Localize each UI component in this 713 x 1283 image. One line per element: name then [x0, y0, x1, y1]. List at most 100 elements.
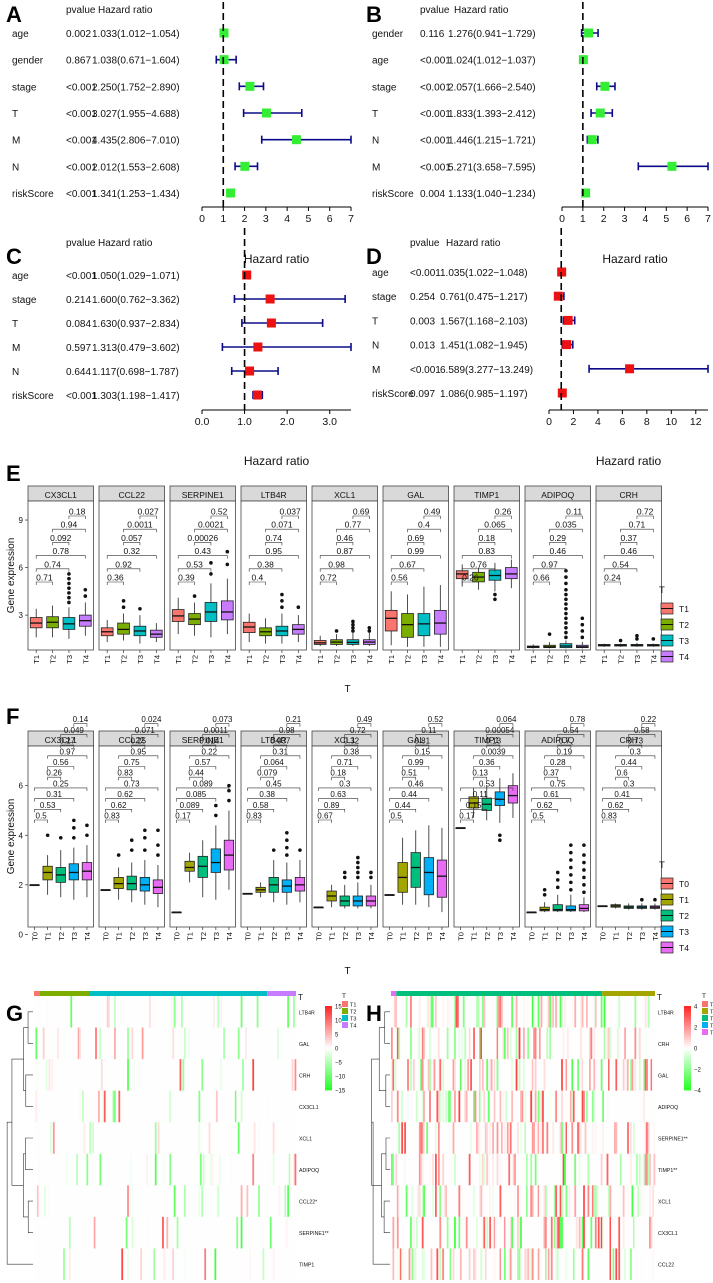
heatmap-cell: [553, 1059, 556, 1091]
comparison-bracket: [260, 755, 301, 759]
color-scale-step: [325, 1045, 332, 1049]
row-hazard-ratio: 1.303(1.198−1.417): [92, 391, 180, 402]
heatmap-cell: [288, 1153, 291, 1186]
x-tick-label: T4: [154, 932, 163, 941]
heatmap-cell: [523, 1027, 525, 1060]
x-tick-label: 1.0: [237, 416, 252, 428]
heatmap-cell: [77, 1027, 80, 1060]
heatmap-row-label: GAL: [299, 1042, 309, 1048]
comparison-bracket: [336, 528, 370, 533]
row-hazard-ratio: 1.833(1.393−2.412): [448, 109, 536, 120]
heatmap-cell: [562, 1153, 565, 1186]
heatmap-cell: [169, 1090, 172, 1123]
x-tick-label: T2: [625, 932, 634, 941]
comparison-bracket: [389, 787, 443, 791]
dendrogram-branch: [384, 1011, 390, 1044]
heatmap-cell: [546, 1122, 549, 1154]
heatmap-cell: [531, 1185, 534, 1217]
comparison-bracket: [176, 798, 217, 802]
comparison-pvalue: 0.58: [253, 801, 269, 810]
comparison-pvalue: 0.67: [317, 812, 333, 821]
heatmap-cell: [395, 996, 398, 1028]
comparison-pvalue: 0.72: [320, 573, 337, 583]
x-tick-label: 8: [644, 416, 650, 428]
box: [565, 905, 576, 912]
heatmap-cell: [600, 1153, 603, 1186]
comparison-pvalue: 0.78: [52, 546, 69, 556]
heatmap-cell: [501, 1248, 503, 1280]
x-tick-label: T2: [49, 655, 58, 664]
heatmap-cell: [285, 1216, 288, 1249]
hazard-ratio-point: [253, 342, 263, 352]
comparison-pvalue: 0.92: [115, 559, 132, 569]
outlier-point: [156, 853, 160, 857]
outlier-point: [555, 870, 560, 875]
heatmap-cell: [410, 1059, 412, 1091]
heatmap-cell: [647, 996, 650, 1028]
x-tick-label: T4: [223, 655, 232, 664]
outlier-point: [214, 813, 218, 818]
heatmap-cell: [458, 1090, 461, 1123]
row-hazard-ratio: 1.038(0.671−1.604): [92, 56, 180, 67]
comparison-pvalue: 0.73: [628, 737, 644, 746]
heatmap-cell: [523, 1059, 525, 1091]
heatmap-cell: [131, 1027, 134, 1060]
heatmap-row-label: SERPINE1**: [658, 1137, 688, 1143]
heatmap-cell: [99, 1027, 102, 1060]
comparison-bracket: [389, 798, 430, 802]
x-tick-label: T0: [457, 932, 466, 941]
heatmap-cell: [411, 1248, 414, 1280]
color-scale-step: [684, 1087, 691, 1091]
x-tick-label: T3: [425, 932, 434, 941]
heatmap-cell: [35, 1090, 38, 1123]
comparison-bracket: [428, 723, 443, 727]
heatmap-cell: [414, 1248, 417, 1280]
heatmap-cell: [443, 1248, 446, 1280]
box: [552, 904, 563, 912]
heatmap-cell: [591, 1090, 594, 1123]
x-tick-label: T2: [199, 932, 208, 941]
heatmap-cell: [451, 996, 453, 1028]
comparison-pvalue: 0.035: [555, 520, 577, 530]
comparison-pvalue: 0.72: [350, 726, 366, 735]
heatmap-cell: [172, 1216, 175, 1249]
heatmap-cell: [569, 1122, 572, 1154]
heatmap-cell: [581, 1027, 584, 1060]
x-tick-label: T0: [244, 932, 253, 941]
heatmap-cell: [462, 1027, 465, 1060]
heatmap-cell: [76, 1027, 78, 1060]
x-tick-label: T3: [354, 932, 363, 941]
heatmap-cell: [448, 1059, 450, 1091]
heatmap-cell: [540, 1090, 543, 1123]
heatmap-cell: [452, 1122, 455, 1154]
heatmap-cell: [552, 1122, 555, 1154]
heatmap-cell: [449, 996, 452, 1028]
heatmap-cell: [597, 1059, 600, 1091]
x-tick-label: T1: [387, 655, 396, 664]
heatmap-cell: [446, 996, 449, 1028]
heatmap-cell: [57, 1027, 60, 1060]
comparison-pvalue: 0.5: [36, 812, 48, 821]
heatmap-cell: [36, 1185, 39, 1217]
heatmap-cell: [480, 1122, 483, 1154]
heatmap-cell: [600, 996, 603, 1028]
heatmap-cell: [521, 1248, 524, 1280]
heatmap-cell: [644, 1153, 647, 1186]
heatmap-cell: [540, 1122, 543, 1154]
comparison-pvalue: 0.53: [40, 801, 56, 810]
outlier-point: [72, 826, 76, 830]
row-pvalue: <0.001: [66, 391, 97, 402]
box: [221, 600, 234, 621]
outlier-point: [156, 828, 160, 833]
heatmap-cell: [272, 1122, 275, 1154]
comparison-pvalue: 0.064: [264, 758, 285, 767]
heatmap-cell: [603, 1216, 606, 1249]
heatmap-cell: [577, 1059, 580, 1091]
comparison-pvalue: 0.11: [566, 507, 582, 517]
comparison-pvalue: 0.15: [466, 801, 482, 810]
heatmap-cell: [42, 1027, 45, 1060]
row-label: N: [372, 136, 379, 147]
heatmap-cell: [433, 996, 436, 1028]
heatmap-cell: [530, 1248, 533, 1280]
